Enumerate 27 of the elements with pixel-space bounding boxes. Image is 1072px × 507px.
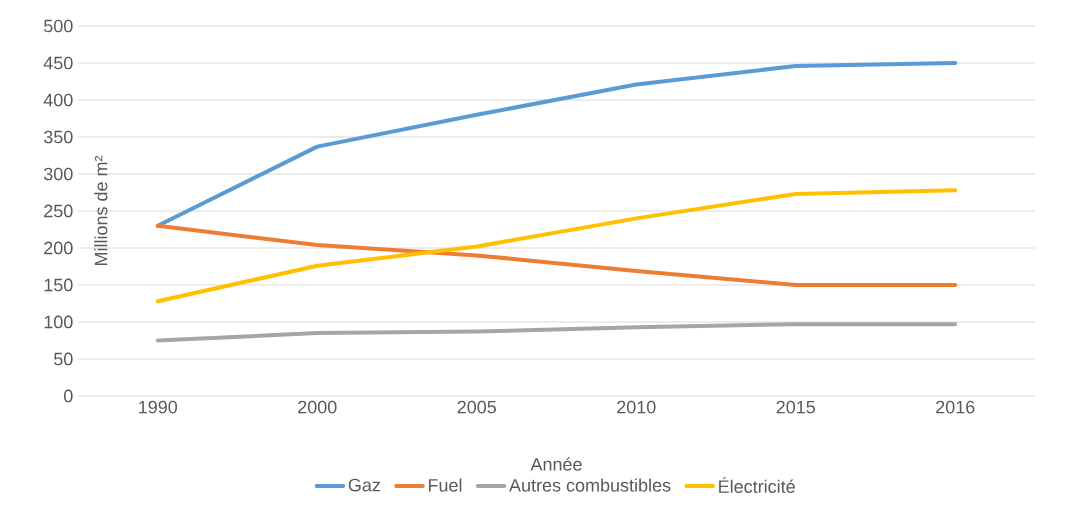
line-series — [155, 322, 958, 343]
y-axis-title: Millions de m² — [94, 155, 108, 266]
x-axis-title: Année — [530, 457, 582, 471]
y-tick-label: 450 — [43, 56, 73, 70]
x-tick-label: 2005 — [457, 400, 497, 414]
x-tick-label: 2010 — [617, 400, 656, 414]
y-tick-label: 250 — [44, 204, 73, 218]
legend-label: Électricité — [719, 477, 795, 493]
line-series — [155, 223, 958, 287]
line-series — [155, 61, 958, 228]
x-tick-label: 2016 — [936, 400, 975, 414]
legend-label: Fuel — [428, 478, 462, 492]
y-tick-label: 150 — [44, 278, 73, 292]
x-tick-label: 2015 — [776, 400, 816, 414]
x-tick-label: 1990 — [139, 400, 178, 414]
y-tick-label: 300 — [43, 167, 73, 181]
y-tick-label: 0 — [64, 389, 73, 403]
y-tick-label: 100 — [44, 315, 73, 329]
legend-label: Gaz — [348, 478, 381, 492]
y-tick-label: 500 — [43, 19, 73, 33]
y-tick-label: 350 — [43, 130, 73, 144]
x-tick-label: 2000 — [298, 400, 337, 414]
y-tick-label: 400 — [43, 93, 73, 107]
y-tick-label: 200 — [44, 241, 73, 255]
line-series — [155, 188, 958, 304]
y-tick-label: 50 — [53, 352, 73, 366]
legend-label: Autres combustibles — [509, 478, 671, 492]
